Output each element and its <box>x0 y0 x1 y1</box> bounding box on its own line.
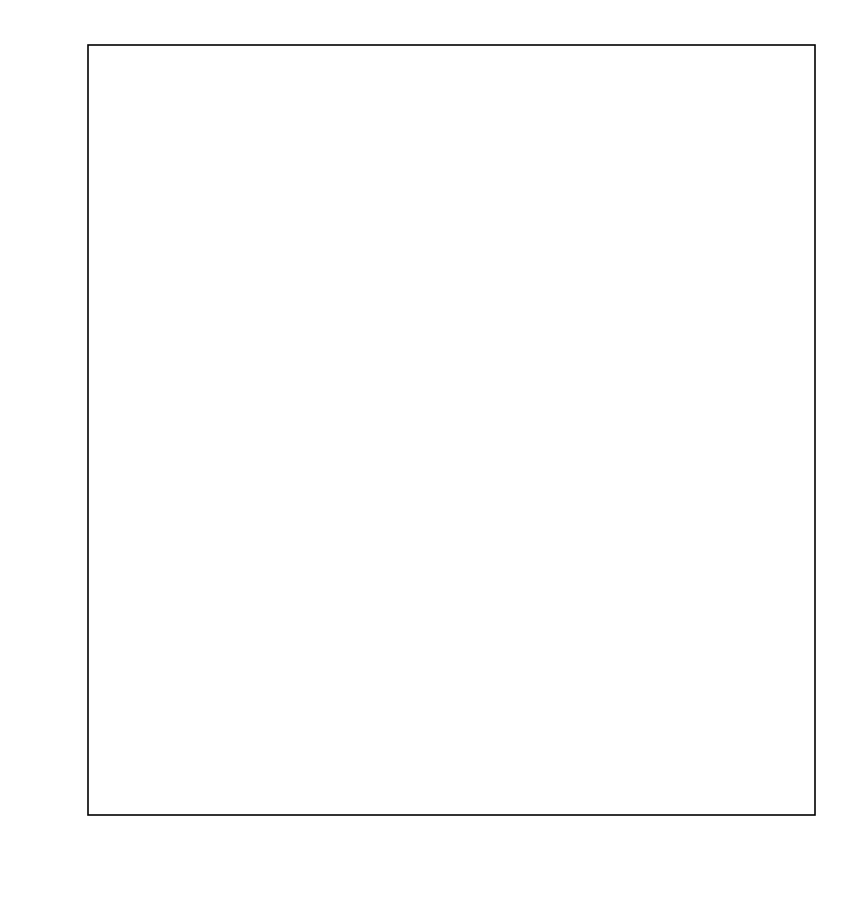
plot-area <box>88 45 815 815</box>
axes-frame <box>87 44 816 816</box>
